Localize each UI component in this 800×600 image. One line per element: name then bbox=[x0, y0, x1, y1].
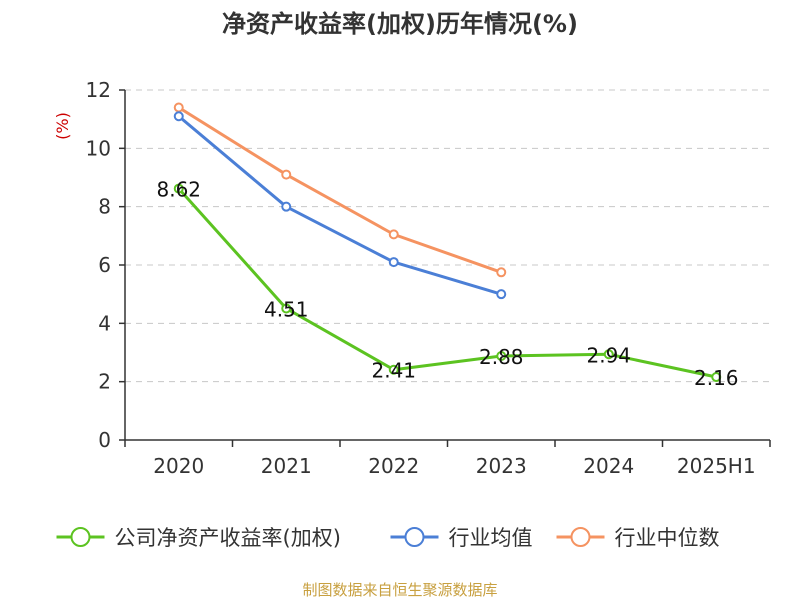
data-point[interactable] bbox=[388, 364, 399, 375]
data-point[interactable] bbox=[603, 349, 614, 360]
data-label: 8.62 bbox=[156, 178, 201, 202]
legend-label: 行业均值 bbox=[449, 526, 533, 550]
legend-marker bbox=[404, 527, 425, 547]
legend-marker bbox=[570, 527, 591, 547]
y-tick-label: 12 bbox=[86, 78, 111, 102]
data-point[interactable] bbox=[281, 201, 292, 212]
y-tick-label: 2 bbox=[98, 370, 111, 394]
data-label: 2.94 bbox=[586, 343, 631, 367]
chart-title: 净资产收益率(加权)历年情况(%) bbox=[222, 10, 578, 38]
series-0 bbox=[173, 183, 722, 382]
series-2 bbox=[173, 102, 507, 278]
legend-label: 行业中位数 bbox=[615, 526, 720, 550]
series-1 bbox=[173, 111, 507, 300]
data-point[interactable] bbox=[388, 229, 399, 240]
data-point[interactable] bbox=[496, 289, 507, 300]
series-line bbox=[177, 115, 502, 296]
data-labels: 8.62 4.51 2.41 2.88 2.94 2.16 bbox=[156, 178, 738, 390]
x-tick-label: 2024 bbox=[583, 454, 634, 478]
axes: 0 2 4 6 8 10 12 2020 2021 2022 2023 2024 2025H1 bbox=[86, 78, 771, 478]
data-point[interactable] bbox=[711, 372, 722, 382]
legend-label: 公司净资产收益率(加权) bbox=[115, 526, 341, 550]
series-line bbox=[177, 106, 502, 274]
data-label: 2.88 bbox=[479, 345, 524, 369]
data-point[interactable] bbox=[281, 303, 292, 314]
data-point[interactable] bbox=[173, 111, 184, 122]
x-tick-label: 2021 bbox=[261, 454, 312, 478]
x-tick-label: 2023 bbox=[476, 454, 527, 478]
y-tick-label: 6 bbox=[98, 253, 111, 277]
y-tick-label: 10 bbox=[86, 136, 111, 160]
data-point[interactable] bbox=[173, 102, 184, 113]
legend-item-2[interactable]: 行业中位数 bbox=[556, 526, 720, 550]
data-label: 2.16 bbox=[694, 366, 739, 390]
y-tick-label: 0 bbox=[98, 428, 111, 452]
data-point[interactable] bbox=[496, 267, 507, 278]
data-point[interactable] bbox=[496, 351, 507, 361]
data-point[interactable] bbox=[173, 183, 184, 194]
y-tick-label: 8 bbox=[98, 195, 111, 219]
legend-item-1[interactable]: 行业均值 bbox=[390, 526, 533, 550]
data-point[interactable] bbox=[281, 169, 292, 180]
data-label: 4.51 bbox=[264, 297, 309, 321]
x-tick-label: 2025H1 bbox=[677, 454, 756, 478]
data-label: 2.41 bbox=[371, 359, 416, 383]
grid-lines bbox=[125, 89, 770, 383]
x-tick-label: 2022 bbox=[368, 454, 419, 478]
source-note: 制图数据来自恒生聚源数据库 bbox=[302, 581, 497, 599]
legend-item-0[interactable]: 公司净资产收益率(加权) bbox=[56, 526, 341, 550]
series-lines bbox=[173, 102, 722, 382]
series-line bbox=[177, 187, 717, 379]
legend-marker bbox=[70, 527, 91, 547]
legend[interactable]: 公司净资产收益率(加权) 行业均值 行业中位数 bbox=[56, 526, 720, 550]
y-axis-unit: (%) bbox=[53, 112, 72, 140]
data-point[interactable] bbox=[388, 257, 399, 268]
y-tick-label: 4 bbox=[98, 311, 111, 335]
x-tick-label: 2020 bbox=[153, 454, 204, 478]
